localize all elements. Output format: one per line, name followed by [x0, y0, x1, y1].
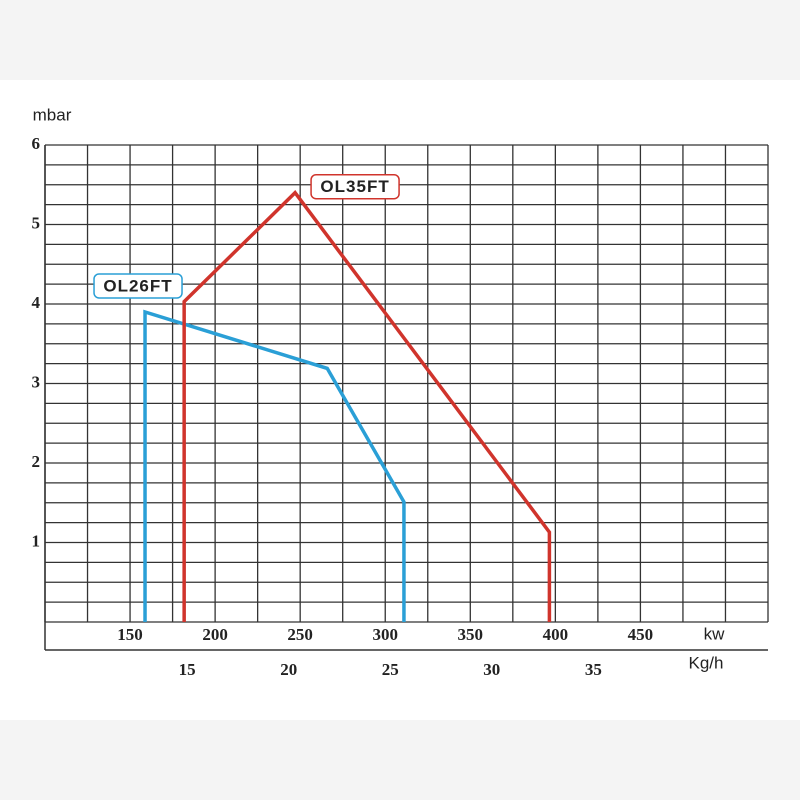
- y-tick-label: 6: [32, 134, 41, 153]
- series-label: OL35FT: [320, 177, 389, 196]
- y-tick-label: 1: [32, 531, 41, 550]
- series-line: [143, 309, 406, 622]
- x-tick-label: 250: [287, 625, 313, 644]
- x-tick-label: 350: [458, 625, 484, 644]
- y-tick-label: 3: [32, 372, 41, 391]
- x2-tick-label: 35: [585, 660, 602, 679]
- x-axis-label: kw: [704, 624, 726, 643]
- x-tick-label: 300: [372, 625, 398, 644]
- x-tick-label: 200: [202, 625, 228, 644]
- series-label-box: [310, 173, 400, 200]
- x2-tick-label: 20: [280, 660, 297, 679]
- x-tick-label: 450: [628, 625, 654, 644]
- x2-tick-label: 30: [483, 660, 500, 679]
- y-tick-label: 5: [32, 213, 41, 232]
- x-tick-label: 150: [117, 625, 143, 644]
- x2-axis-label: Kg/h: [689, 653, 724, 672]
- y-tick-label: 2: [32, 452, 41, 471]
- x2-tick-label: 25: [382, 660, 399, 679]
- series-label-box: [93, 273, 183, 299]
- series-line: [182, 190, 552, 622]
- x-tick-label: 400: [543, 625, 569, 644]
- series-label: OL26FT: [103, 276, 172, 295]
- y-tick-label: 4: [32, 293, 41, 312]
- y-axis-label: mbar: [33, 105, 72, 124]
- chart-background: [0, 80, 800, 720]
- x2-tick-label: 15: [179, 660, 196, 679]
